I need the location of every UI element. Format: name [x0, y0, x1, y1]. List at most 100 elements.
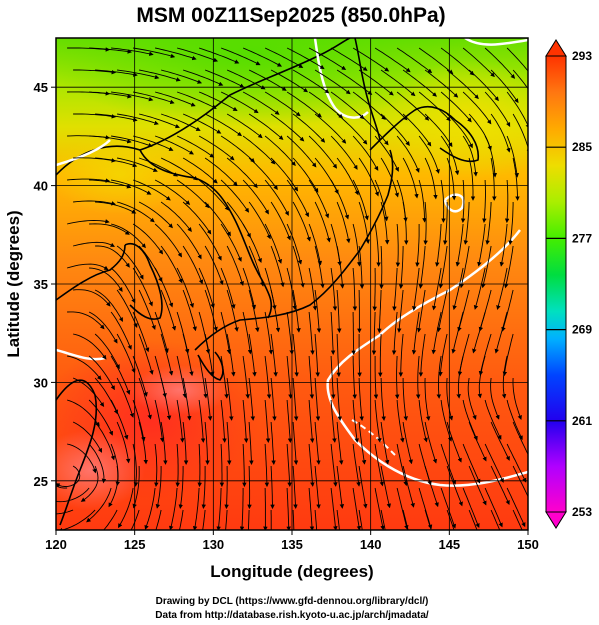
streamline [503, 245, 514, 289]
streamline [204, 201, 231, 237]
streamline [330, 399, 337, 443]
streamline [264, 47, 304, 68]
streamline [270, 465, 275, 510]
streamline [490, 113, 511, 153]
streamline [247, 509, 250, 530]
contour-dashed [351, 419, 396, 456]
x-tick-label: 125 [124, 537, 146, 552]
streamline [482, 179, 487, 224]
streamlines [56, 47, 528, 530]
streamline [460, 179, 466, 224]
streamline [396, 399, 405, 443]
streamline [336, 201, 351, 244]
streamline [418, 487, 433, 530]
streamline [248, 245, 265, 287]
streamline [440, 47, 475, 76]
streamline [286, 487, 291, 530]
streamline [242, 399, 249, 444]
streamline [424, 421, 438, 464]
streamline [110, 311, 132, 350]
streamline [358, 113, 389, 146]
streamline [182, 113, 222, 134]
streamline [226, 113, 263, 139]
streamline [176, 267, 194, 308]
streamline [160, 157, 198, 181]
streamline [501, 355, 508, 399]
streamline [139, 69, 181, 82]
streamline [66, 219, 110, 225]
streamline [154, 91, 196, 107]
streamline [226, 333, 236, 377]
hot-spot-southwest [56, 430, 145, 510]
streamline [138, 421, 149, 465]
streamline [352, 355, 357, 400]
streamline [202, 509, 206, 530]
streamline [292, 113, 326, 143]
streamline [506, 91, 528, 129]
streamline [138, 333, 154, 375]
streamline [154, 311, 169, 354]
streamline [155, 47, 197, 61]
streamline [378, 333, 383, 378]
streamline [451, 311, 464, 354]
streamline [176, 355, 187, 399]
streamline [292, 201, 311, 242]
streamline [308, 91, 344, 119]
streamline [117, 157, 158, 172]
streamline [132, 135, 174, 151]
streamline [314, 377, 321, 422]
streamline [336, 421, 344, 465]
streamline [133, 91, 175, 105]
streamline [484, 487, 503, 528]
streamline [248, 421, 254, 466]
streamline [175, 443, 180, 488]
streamline [155, 466, 162, 509]
streamline [415, 355, 421, 400]
streamline [220, 223, 242, 262]
colorbar: 293 285 277 269 261 253 [545, 39, 592, 529]
streamline [67, 355, 102, 381]
coastline-continent-north [56, 38, 351, 176]
streamline [424, 377, 431, 421]
streamline [160, 289, 177, 331]
streamline [380, 201, 390, 245]
streamline [358, 421, 367, 465]
streamline [352, 179, 369, 221]
streamline [436, 289, 448, 333]
streamline [242, 135, 276, 165]
colorbar-tick-label: 253 [572, 505, 592, 519]
streamline [431, 267, 442, 311]
streamline [88, 355, 115, 391]
streamline [380, 421, 390, 465]
x-tick-label: 130 [202, 537, 224, 552]
streamline [58, 509, 96, 530]
coastline-taiwan-china [56, 379, 98, 526]
streamline [220, 91, 259, 114]
streamline [308, 311, 315, 355]
streamline [110, 355, 131, 395]
streamline [402, 201, 409, 245]
streamline [242, 311, 253, 355]
streamline [286, 223, 303, 265]
streamline [512, 377, 522, 420]
streamline [242, 179, 269, 215]
streamline [398, 333, 404, 378]
streamline [182, 69, 224, 86]
streamline [392, 267, 398, 312]
streamline [198, 91, 238, 112]
colorbar-bottom-arrow [545, 511, 567, 529]
streamline [358, 69, 394, 96]
streamline [116, 245, 144, 280]
streamline [330, 355, 336, 400]
streamline [374, 91, 408, 121]
streamline [88, 311, 118, 344]
streamline [336, 113, 368, 145]
streamline [462, 487, 480, 529]
streamline [138, 377, 152, 420]
streamline [160, 377, 172, 421]
streamline [336, 245, 345, 289]
streamline [372, 268, 377, 312]
streamline [242, 355, 250, 399]
streamline [94, 421, 116, 461]
y-tick-label: 30 [34, 375, 48, 390]
